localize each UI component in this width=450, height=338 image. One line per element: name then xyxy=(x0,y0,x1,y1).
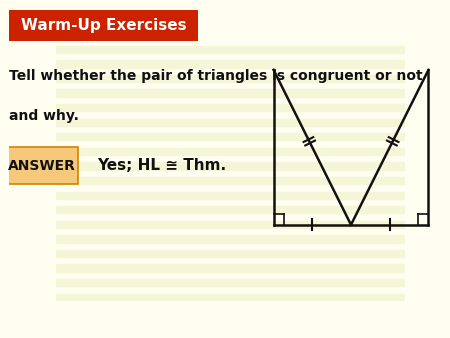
Bar xyxy=(56,162,405,170)
Bar xyxy=(56,264,405,272)
Text: and why.: and why. xyxy=(9,109,79,123)
Bar xyxy=(56,104,405,111)
Bar xyxy=(56,293,405,301)
FancyBboxPatch shape xyxy=(6,147,78,185)
Text: ANSWER: ANSWER xyxy=(8,159,76,173)
Text: Tell whether the pair of triangles is congruent or not: Tell whether the pair of triangles is co… xyxy=(9,69,423,83)
Bar xyxy=(56,17,405,24)
Bar xyxy=(56,90,405,97)
Bar xyxy=(56,221,405,228)
Text: Warm-Up Exercises: Warm-Up Exercises xyxy=(21,18,186,33)
Bar xyxy=(56,31,405,39)
Bar xyxy=(56,148,405,155)
FancyBboxPatch shape xyxy=(0,8,213,43)
Bar xyxy=(56,206,405,213)
Bar xyxy=(56,279,405,286)
Bar xyxy=(56,119,405,126)
Bar xyxy=(56,177,405,184)
Bar xyxy=(56,235,405,243)
Bar xyxy=(56,2,405,9)
Bar xyxy=(56,133,405,141)
Bar xyxy=(56,75,405,82)
Bar xyxy=(56,192,405,199)
Bar xyxy=(56,61,405,68)
Bar xyxy=(56,250,405,257)
Bar xyxy=(56,46,405,53)
Text: Yes; HL ≅ Thm.: Yes; HL ≅ Thm. xyxy=(97,158,226,173)
